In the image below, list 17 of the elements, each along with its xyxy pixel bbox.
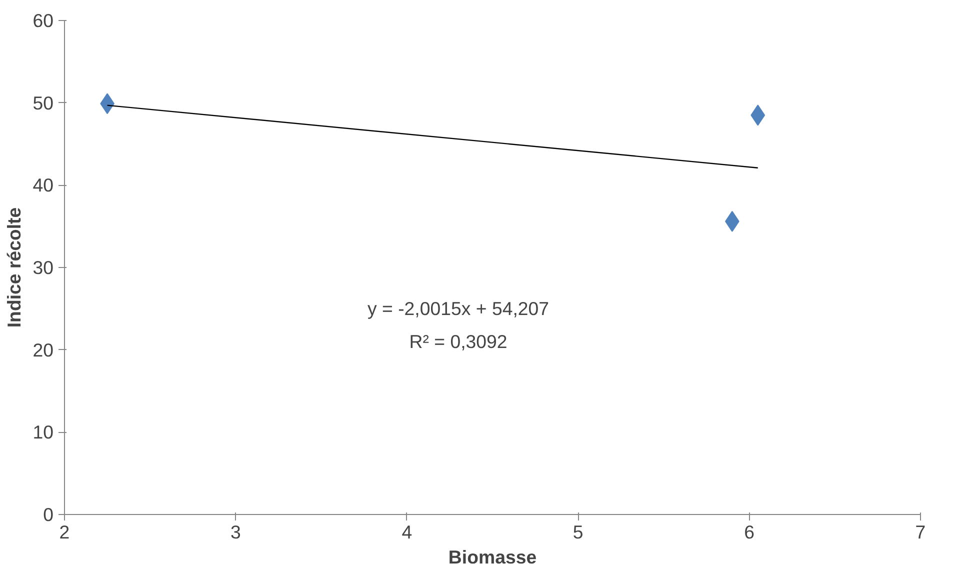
annotation: R² = 0,3092	[409, 331, 508, 352]
y-tick-label: 50	[32, 92, 54, 114]
x-axis-title: Biomasse	[448, 546, 537, 568]
x-tick-label: 3	[230, 522, 241, 542]
y-tick-label: 0	[43, 504, 54, 525]
x-tick-label: 2	[59, 522, 70, 542]
y-tick-label: 20	[32, 339, 54, 360]
x-tick-label: 4	[402, 522, 412, 542]
y-tick-label: 40	[32, 174, 54, 196]
y-tick-label: 10	[32, 422, 54, 443]
x-tick-label: 7	[915, 522, 926, 542]
x-tick-label: 6	[744, 522, 755, 542]
y-tick-label: 30	[32, 257, 54, 278]
annotation: y = -2,0015x + 54,207	[368, 298, 550, 320]
y-axis-title: Indice récolte	[4, 207, 25, 328]
x-tick-label: 5	[572, 522, 584, 542]
y-tick-label: 60	[32, 10, 54, 31]
